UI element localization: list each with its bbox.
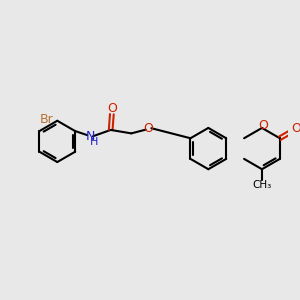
Text: N: N (85, 130, 95, 143)
Text: O: O (291, 122, 300, 135)
Text: Br: Br (40, 113, 53, 126)
Text: O: O (259, 119, 268, 132)
Text: CH₃: CH₃ (252, 180, 272, 190)
Text: O: O (144, 122, 154, 135)
Text: H: H (90, 137, 98, 147)
Text: O: O (107, 102, 117, 115)
